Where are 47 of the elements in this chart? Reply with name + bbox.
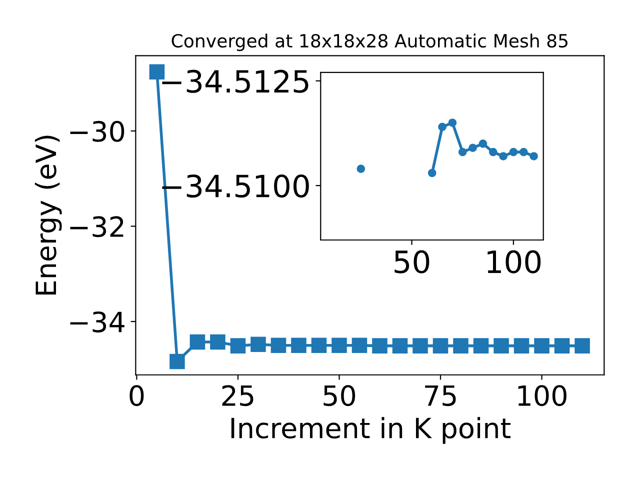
point [509, 148, 518, 156]
point [458, 148, 467, 156]
y-tick-label: −32 [70, 216, 124, 238]
point [514, 338, 530, 354]
point [356, 164, 366, 173]
x-tick-label: 100 [518, 385, 566, 406]
y-tick-label: −34 [70, 311, 124, 332]
point [210, 334, 226, 350]
x-tick-label: 100 [488, 250, 541, 274]
point [270, 338, 286, 353]
x-tick-label: 50 [324, 385, 356, 406]
x-tick-label: 25 [222, 385, 254, 406]
point [574, 338, 590, 354]
point [453, 338, 468, 354]
y-axis-title: Energy (eV) [34, 136, 62, 294]
point [311, 338, 327, 353]
point [530, 152, 538, 160]
x-axis-title: Increment in K point [231, 417, 510, 444]
point [332, 338, 347, 353]
point [438, 122, 446, 132]
point [488, 148, 498, 156]
point [352, 338, 368, 353]
point [428, 168, 436, 178]
point [494, 338, 509, 354]
x-tick-label: 75 [425, 385, 456, 406]
point [291, 338, 306, 353]
chart-title: Converged at 18x18x28 Automatic Mesh 85 [172, 34, 568, 52]
point [372, 338, 388, 354]
point [392, 338, 408, 354]
point [412, 338, 428, 354]
point [554, 338, 570, 354]
point [230, 338, 246, 354]
point [499, 152, 508, 160]
point [519, 148, 528, 156]
x-tick-label: 0 [130, 385, 144, 406]
point [190, 334, 206, 350]
y-tick-label: −34.5125 [162, 70, 308, 93]
y-tick-label: −30 [70, 120, 124, 142]
point [468, 144, 477, 152]
point [478, 140, 488, 148]
point [534, 338, 550, 354]
point [448, 118, 457, 127]
point [170, 354, 185, 370]
point [250, 336, 266, 352]
x-tick-label: 50 [394, 250, 430, 274]
point [432, 338, 448, 354]
point [473, 338, 489, 354]
